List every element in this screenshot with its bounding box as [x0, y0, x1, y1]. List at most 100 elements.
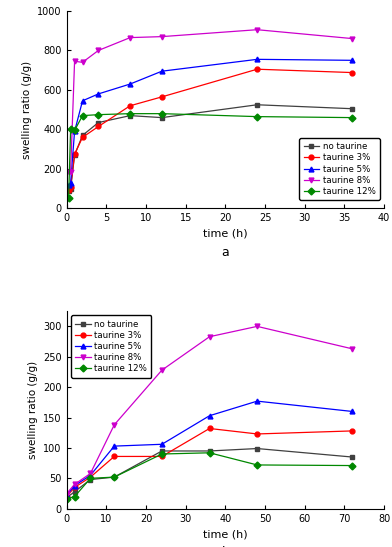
taurine 12% — [255, 113, 260, 120]
taurine 12% — [128, 110, 132, 117]
Line: no taurine: no taurine — [66, 102, 355, 193]
taurine 12% — [72, 127, 77, 133]
taurine 5% — [207, 412, 212, 419]
Y-axis label: swelling ratio (g/g): swelling ratio (g/g) — [22, 61, 32, 159]
taurine 12% — [80, 112, 85, 119]
taurine 5% — [160, 441, 164, 447]
taurine 12% — [160, 451, 164, 457]
no taurine — [255, 445, 260, 452]
Line: taurine 5%: taurine 5% — [66, 57, 355, 187]
X-axis label: time (h): time (h) — [203, 229, 248, 239]
taurine 12% — [112, 474, 117, 480]
taurine 12% — [207, 450, 212, 456]
taurine 3% — [128, 102, 132, 109]
taurine 3% — [255, 66, 260, 73]
no taurine — [66, 188, 71, 194]
taurine 8% — [207, 334, 212, 340]
taurine 3% — [88, 474, 93, 480]
taurine 8% — [350, 346, 355, 352]
no taurine — [80, 132, 85, 138]
Line: no taurine: no taurine — [64, 446, 355, 500]
taurine 8% — [112, 422, 117, 428]
taurine 12% — [68, 126, 73, 133]
no taurine — [160, 114, 164, 121]
Legend: no taurine, taurine 3%, taurine 5%, taurine 8%, taurine 12%: no taurine, taurine 3%, taurine 5%, taur… — [71, 316, 151, 378]
taurine 8% — [72, 58, 77, 65]
taurine 5% — [350, 408, 355, 415]
taurine 3% — [66, 187, 71, 193]
taurine 3% — [80, 134, 85, 141]
taurine 12% — [96, 112, 101, 118]
Line: taurine 3%: taurine 3% — [64, 426, 355, 499]
no taurine — [160, 447, 164, 454]
taurine 3% — [350, 69, 355, 76]
no taurine — [350, 106, 355, 112]
taurine 3% — [160, 453, 164, 459]
taurine 3% — [207, 425, 212, 432]
no taurine — [350, 454, 355, 461]
taurine 5% — [255, 398, 260, 404]
no taurine — [72, 488, 77, 495]
Line: taurine 12%: taurine 12% — [64, 450, 355, 502]
taurine 8% — [96, 47, 101, 54]
taurine 3% — [72, 484, 77, 491]
taurine 3% — [112, 453, 117, 459]
Text: a: a — [221, 246, 229, 259]
taurine 8% — [160, 33, 164, 40]
taurine 8% — [255, 26, 260, 33]
Y-axis label: swelling ratio (g/g): swelling ratio (g/g) — [27, 361, 38, 459]
no taurine — [72, 152, 77, 159]
taurine 3% — [96, 123, 101, 130]
no taurine — [112, 474, 117, 480]
no taurine — [88, 476, 93, 483]
taurine 5% — [72, 128, 77, 135]
taurine 8% — [350, 36, 355, 42]
taurine 3% — [350, 428, 355, 434]
taurine 5% — [80, 97, 85, 104]
taurine 3% — [72, 151, 77, 158]
taurine 8% — [72, 481, 77, 488]
taurine 12% — [350, 462, 355, 469]
no taurine — [255, 102, 260, 108]
Text: b: b — [221, 546, 229, 547]
taurine 5% — [96, 91, 101, 97]
no taurine — [207, 447, 212, 454]
taurine 8% — [80, 59, 85, 66]
taurine 5% — [68, 179, 73, 186]
Legend: no taurine, taurine 3%, taurine 5%, taurine 8%, taurine 12%: no taurine, taurine 3%, taurine 5%, taur… — [299, 138, 380, 200]
taurine 12% — [160, 110, 164, 117]
Line: taurine 3%: taurine 3% — [66, 67, 355, 192]
taurine 12% — [72, 493, 77, 500]
taurine 3% — [255, 430, 260, 437]
Line: taurine 8%: taurine 8% — [64, 324, 355, 496]
taurine 5% — [66, 182, 71, 188]
no taurine — [128, 112, 132, 119]
taurine 5% — [128, 81, 132, 88]
taurine 5% — [64, 492, 69, 499]
taurine 5% — [350, 57, 355, 63]
taurine 8% — [255, 323, 260, 330]
no taurine — [64, 494, 69, 501]
Line: taurine 8%: taurine 8% — [66, 27, 355, 174]
taurine 8% — [128, 34, 132, 41]
X-axis label: time (h): time (h) — [203, 529, 248, 539]
taurine 8% — [66, 168, 71, 175]
taurine 12% — [350, 114, 355, 121]
Line: taurine 12%: taurine 12% — [66, 111, 355, 200]
Line: taurine 5%: taurine 5% — [64, 399, 355, 498]
no taurine — [68, 185, 73, 192]
taurine 12% — [88, 475, 93, 481]
taurine 3% — [68, 183, 73, 190]
taurine 3% — [64, 493, 69, 500]
taurine 5% — [72, 482, 77, 489]
taurine 5% — [88, 472, 93, 479]
no taurine — [96, 119, 101, 126]
taurine 8% — [64, 490, 69, 497]
taurine 12% — [255, 462, 260, 468]
taurine 3% — [160, 94, 164, 100]
taurine 8% — [88, 470, 93, 477]
taurine 5% — [160, 68, 164, 74]
taurine 5% — [255, 56, 260, 62]
taurine 12% — [64, 496, 69, 502]
taurine 8% — [160, 367, 164, 374]
